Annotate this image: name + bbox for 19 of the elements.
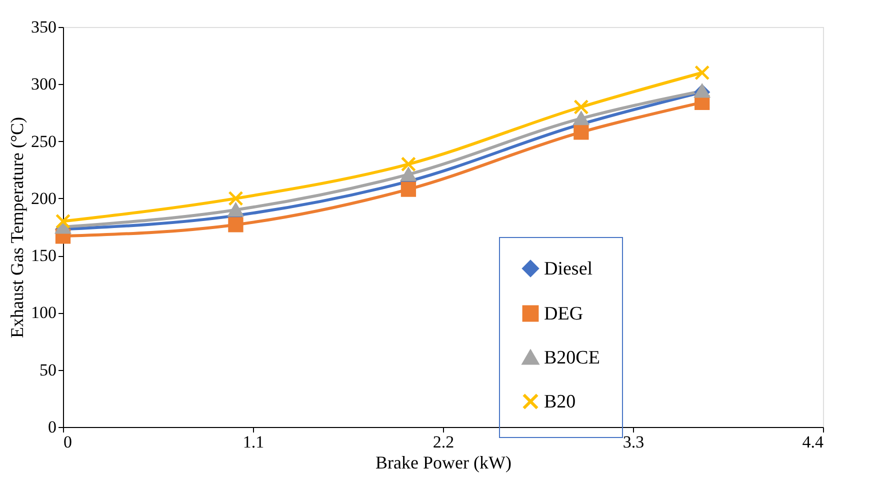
legend-label: B20CE [544, 348, 600, 368]
x-tick-label: 3.3 [622, 432, 644, 452]
x-tick-label: 0 [64, 432, 72, 452]
x-tick-label: 4.4 [802, 432, 824, 452]
y-tick-label: 50 [40, 360, 56, 380]
legend-label: B20 [544, 392, 576, 412]
legend-label: DEG [544, 304, 584, 324]
y-tick-label: 300 [31, 74, 56, 94]
x-tick-label: 2.2 [432, 432, 454, 452]
y-tick-label: 200 [31, 188, 56, 208]
y-tick-label: 150 [31, 246, 56, 266]
y-tick-label: 250 [31, 132, 56, 151]
x-tick-label: 1.1 [242, 432, 264, 452]
legend-label: Diesel [544, 258, 593, 280]
y-axis-title: Exhaust Gas Temperature (°C) [7, 116, 27, 338]
y-tick-label: 100 [31, 303, 56, 322]
y-tick-label: 0 [48, 418, 56, 436]
y-tick-label: 350 [31, 18, 56, 36]
x-axis-title: Brake Power (kW) [376, 452, 512, 472]
